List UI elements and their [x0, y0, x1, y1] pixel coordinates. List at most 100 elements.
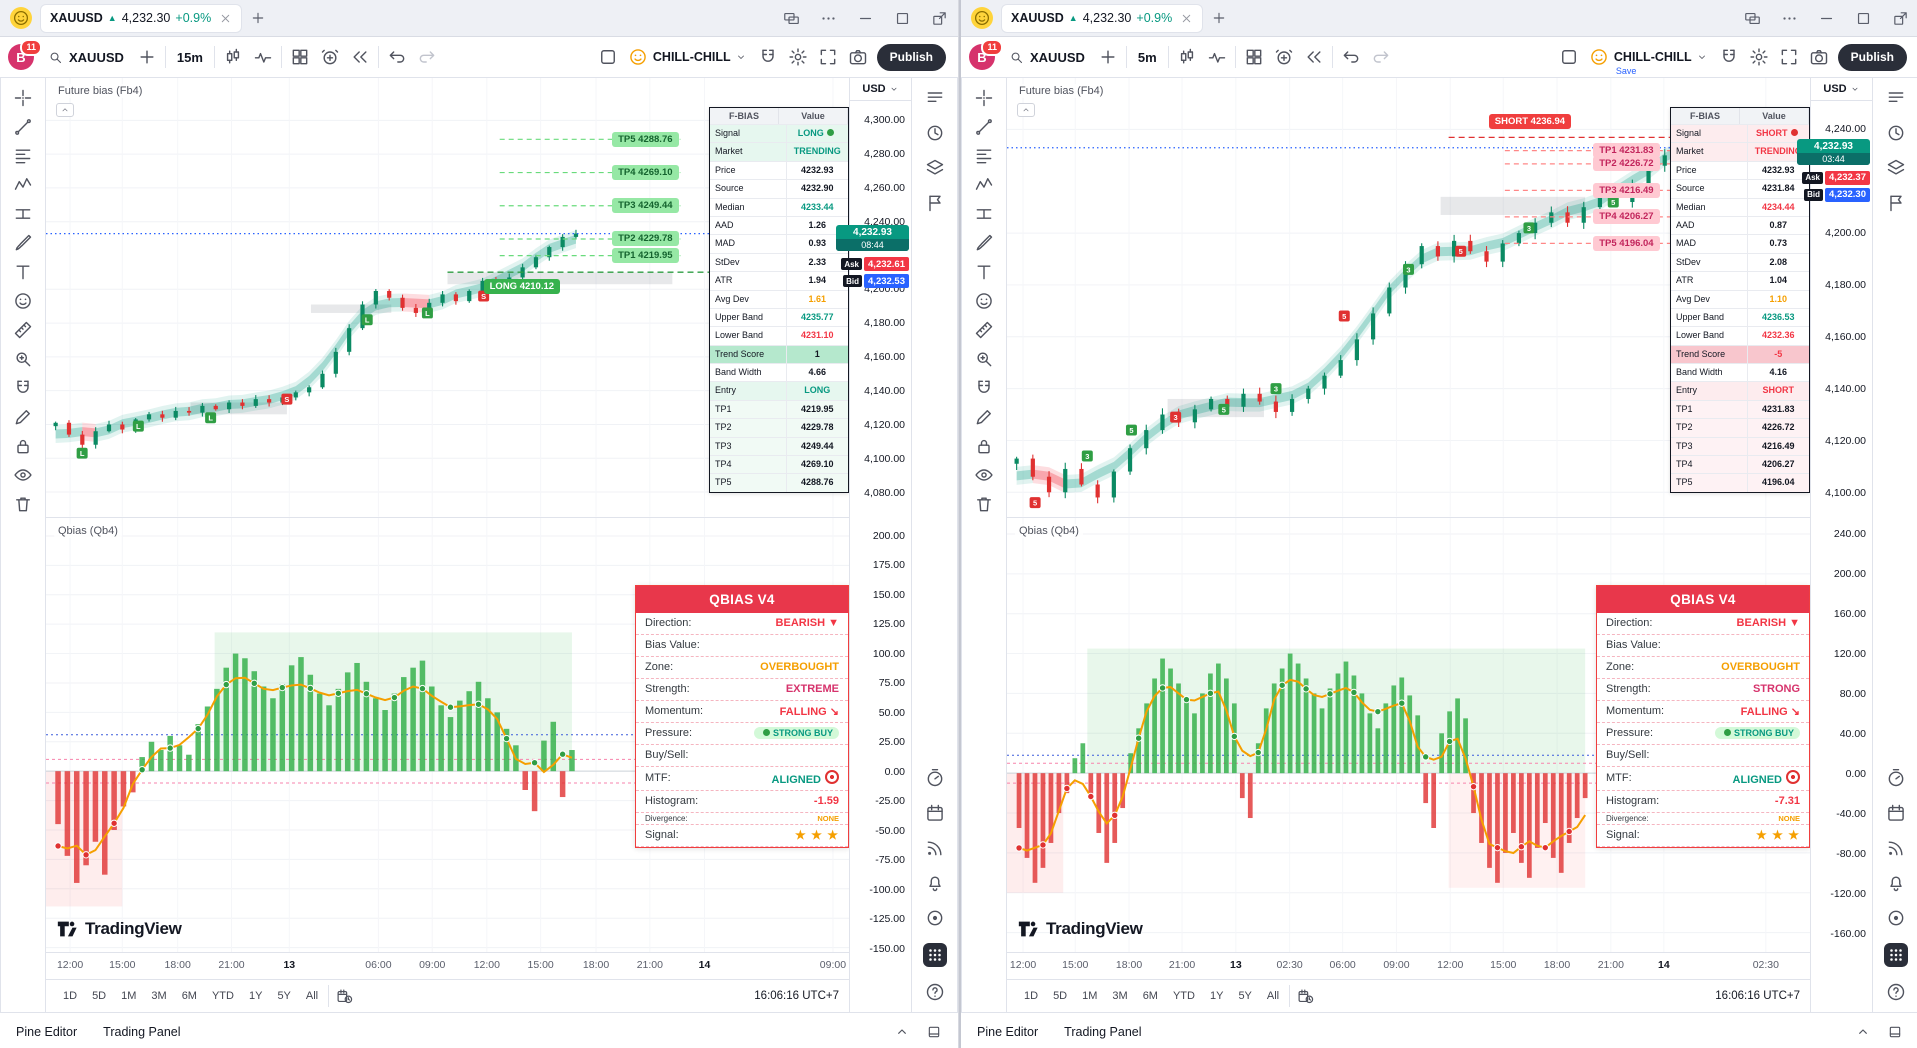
- publish-button[interactable]: Publish: [1837, 43, 1907, 71]
- notifications-bell-icon[interactable]: [925, 873, 945, 893]
- watchlist-icon[interactable]: [1886, 88, 1906, 108]
- price-axis[interactable]: USD 4,300.00 4,280.00 4,260.00 4,240.00 4,20…: [836, 78, 911, 1012]
- indicators-icon[interactable]: [1207, 47, 1227, 67]
- panel-expand-icon[interactable]: [894, 1024, 910, 1040]
- timer-icon[interactable]: [1886, 768, 1906, 788]
- indicators-icon[interactable]: [253, 47, 273, 67]
- magnet-icon[interactable]: [758, 47, 778, 67]
- layout-name-button[interactable]: CHILL-CHILL: [653, 50, 747, 64]
- layout-grid-icon[interactable]: [290, 47, 310, 67]
- interval-button[interactable]: 15m: [176, 49, 203, 65]
- tradingview-logo[interactable]: TradingView: [1017, 918, 1143, 940]
- undo-icon[interactable]: [387, 47, 407, 67]
- popout-icon[interactable]: [931, 10, 948, 27]
- tradingview-logo[interactable]: TradingView: [56, 918, 182, 940]
- help-icon[interactable]: [1886, 982, 1906, 1002]
- apps-grid-icon[interactable]: [923, 943, 947, 967]
- range-button[interactable]: All: [305, 990, 319, 1003]
- brush-tool[interactable]: [974, 233, 994, 253]
- sync-checkbox[interactable]: [598, 47, 618, 67]
- zoom-in-tool[interactable]: [974, 349, 994, 369]
- go-to-date-icon[interactable]: [336, 988, 353, 1005]
- bottom-tab[interactable]: Trading Panel: [1064, 1024, 1142, 1039]
- screens-icon[interactable]: [783, 10, 800, 27]
- bottom-tab[interactable]: Trading Panel: [103, 1024, 181, 1039]
- zoom-in-tool[interactable]: [13, 349, 33, 369]
- user-avatar[interactable]: B 11: [8, 39, 42, 70]
- layout-grid-icon[interactable]: [1244, 47, 1264, 67]
- panel-expand-icon[interactable]: [1855, 1024, 1871, 1040]
- popout-icon[interactable]: [1892, 10, 1909, 27]
- save-layout-link[interactable]: Save: [1615, 66, 1637, 76]
- compare-symbol-icon[interactable]: [1098, 47, 1118, 67]
- measure-ruler-tool[interactable]: [974, 320, 994, 340]
- fib-retracement-tool[interactable]: [13, 146, 33, 166]
- interval-button[interactable]: 5m: [1137, 49, 1157, 65]
- fullscreen-icon[interactable]: [1779, 47, 1799, 67]
- time-axis[interactable]: 12:00 15:00 18:00 21:00 13 06:00 09:00 12:00 15:…: [46, 952, 849, 980]
- pattern-tool[interactable]: [13, 175, 33, 195]
- range-button[interactable]: YTD: [1172, 990, 1195, 1003]
- app-menu-emoji-icon[interactable]: [971, 7, 993, 29]
- tab-close-icon[interactable]: [219, 12, 232, 25]
- range-button[interactable]: 1M: [1082, 990, 1098, 1003]
- crosshair-tool[interactable]: [974, 88, 994, 108]
- more-options-icon[interactable]: [1781, 10, 1798, 27]
- maximize-icon[interactable]: [1855, 10, 1872, 27]
- range-button[interactable]: 1Y: [1209, 990, 1224, 1003]
- magnet-tool[interactable]: [13, 378, 33, 398]
- go-to-date-icon[interactable]: [1297, 988, 1314, 1005]
- calendar-icon[interactable]: [1886, 803, 1906, 823]
- trend-line-tool[interactable]: [13, 117, 33, 137]
- chart-style-icon[interactable]: [1177, 47, 1197, 67]
- magnet-icon[interactable]: [1719, 47, 1739, 67]
- minimize-icon[interactable]: [1818, 10, 1835, 27]
- lock-all-tool[interactable]: [13, 436, 33, 456]
- streams-icon[interactable]: [1886, 838, 1906, 858]
- range-button[interactable]: 1D: [1024, 990, 1039, 1003]
- range-button[interactable]: YTD: [211, 990, 234, 1003]
- remove-all-tool[interactable]: [13, 494, 33, 514]
- emoji-tool[interactable]: [974, 291, 994, 311]
- news-flag-icon[interactable]: [925, 193, 945, 213]
- currency-selector[interactable]: USD: [1811, 78, 1872, 101]
- redo-icon[interactable]: [1371, 47, 1391, 67]
- panel-restore-icon[interactable]: [926, 1024, 942, 1040]
- chart-tab[interactable]: XAUUSD ▲ 4,232.30 +0.9%: [1001, 3, 1204, 33]
- position-tool[interactable]: [13, 204, 33, 224]
- minimize-icon[interactable]: [857, 10, 874, 27]
- snapshot-camera-icon[interactable]: [848, 47, 868, 67]
- pane-collapse-button[interactable]: [56, 103, 74, 117]
- bottom-tab[interactable]: Pine Editor: [16, 1024, 78, 1039]
- indicator-pane[interactable]: Qbias (Qb4) QBIAS V4 Direction: BEARISH ▼…: [1007, 516, 1810, 953]
- price-pane[interactable]: 53535353535S Future bias (Fb4) SHORT 423…: [1007, 78, 1810, 517]
- panel-restore-icon[interactable]: [1887, 1024, 1903, 1040]
- time-axis[interactable]: 12:00 15:00 18:00 21:00 13 02:30 06:00 09:00 12:…: [1007, 952, 1810, 980]
- hide-all-tool[interactable]: [974, 465, 994, 485]
- bottom-tab[interactable]: Pine Editor: [977, 1024, 1039, 1039]
- bar-replay-icon[interactable]: [1304, 47, 1324, 67]
- trend-line-tool[interactable]: [974, 117, 994, 137]
- compare-symbol-icon[interactable]: [137, 47, 157, 67]
- more-options-icon[interactable]: [820, 10, 837, 27]
- fullscreen-icon[interactable]: [818, 47, 838, 67]
- publish-button[interactable]: Publish: [876, 43, 946, 71]
- tab-close-icon[interactable]: [1180, 12, 1193, 25]
- symbol-search-button[interactable]: XAUUSD: [1001, 43, 1093, 71]
- range-button[interactable]: 3M: [1112, 990, 1128, 1003]
- magnet-tool[interactable]: [974, 378, 994, 398]
- redo-icon[interactable]: [417, 47, 437, 67]
- object-tree-icon[interactable]: [1886, 158, 1906, 178]
- settings-gear-icon[interactable]: [1749, 47, 1769, 67]
- apps-grid-icon[interactable]: [1884, 943, 1908, 967]
- app-menu-emoji-icon[interactable]: [10, 7, 32, 29]
- news-flag-icon[interactable]: [1886, 193, 1906, 213]
- sync-checkbox[interactable]: [1559, 47, 1579, 67]
- range-button[interactable]: 5D: [1053, 990, 1068, 1003]
- user-avatar[interactable]: B 11: [969, 39, 1003, 70]
- server-clock[interactable]: 16:06:16 UTC+7: [754, 990, 839, 1003]
- crosshair-tool[interactable]: [13, 88, 33, 108]
- range-button[interactable]: 3M: [151, 990, 167, 1003]
- new-tab-icon[interactable]: [1211, 10, 1227, 26]
